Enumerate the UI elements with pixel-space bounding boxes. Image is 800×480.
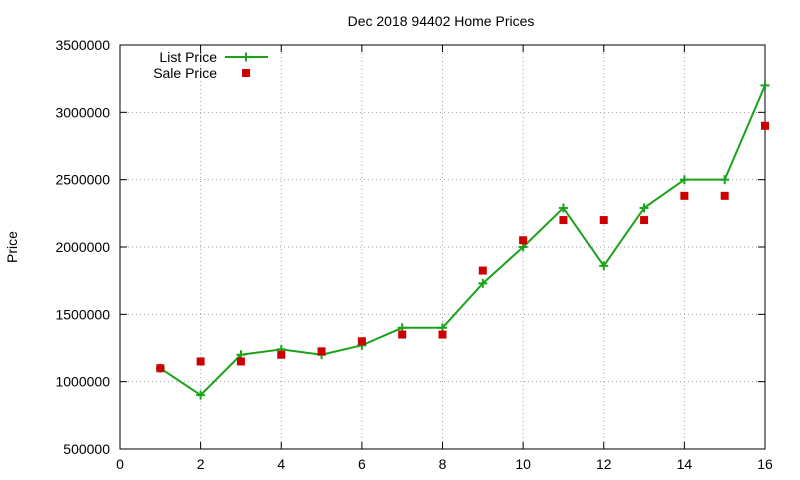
list-price-point [760,80,770,90]
series-list-price [155,80,770,400]
plot-border [119,44,766,450]
legend-label: Sale Price [153,65,217,81]
grid [120,45,765,449]
sale-price-point [357,337,366,346]
list-price-point [720,175,730,185]
sale-price-point [398,330,407,339]
sale-price-point [720,191,729,200]
sale-price-point [317,347,326,356]
x-tick-label: 0 [116,456,124,472]
sale-price-point [478,266,487,275]
list-price-point [639,203,649,213]
y-tick-label: 1000000 [55,374,110,390]
legend-square-marker [242,69,250,77]
x-tick-label: 12 [596,456,612,472]
y-tick-label: 3000000 [55,104,110,120]
sale-price-point [599,216,608,225]
x-tick-label: 8 [439,456,447,472]
x-tick-label: 16 [757,456,773,472]
sale-price-point [761,121,769,130]
axis-ticks: 0 2 4 6 8 10 12 14 16 500000 1000000 1500000 2000000… [55,37,773,472]
list-price-point [599,261,609,271]
sale-price-point [559,216,568,225]
list-price-point [679,175,689,185]
legend-label: List Price [159,49,217,65]
y-axis-label: Price [4,231,20,263]
sale-price-point [236,357,245,366]
series-sale-price [156,121,769,373]
y-tick-label: 3500000 [55,37,110,53]
y-tick-label: 1500000 [55,306,110,322]
sale-price-point [640,216,649,225]
x-tick-label: 6 [358,456,366,472]
x-tick-label: 14 [677,456,693,472]
y-tick-label: 2500000 [55,172,110,188]
chart-title: Dec 2018 94402 Home Prices [348,13,535,29]
x-tick-label: 10 [515,456,531,472]
x-tick-label: 4 [277,456,285,472]
list-price-point [478,278,488,288]
sale-price-point [196,357,205,366]
x-tick-label: 2 [197,456,205,472]
sale-price-point [680,191,689,200]
sale-price-point [519,236,528,245]
list-price-point [558,203,568,213]
y-tick-label: 500000 [63,441,110,457]
sale-price-point [277,350,286,359]
sale-price-point [438,330,447,339]
sale-price-point [156,364,165,373]
list-price-point [196,390,206,400]
series [155,80,770,400]
list-price-line [159,85,766,397]
y-tick-label: 2000000 [55,239,110,255]
legend-plus-marker [241,52,251,62]
